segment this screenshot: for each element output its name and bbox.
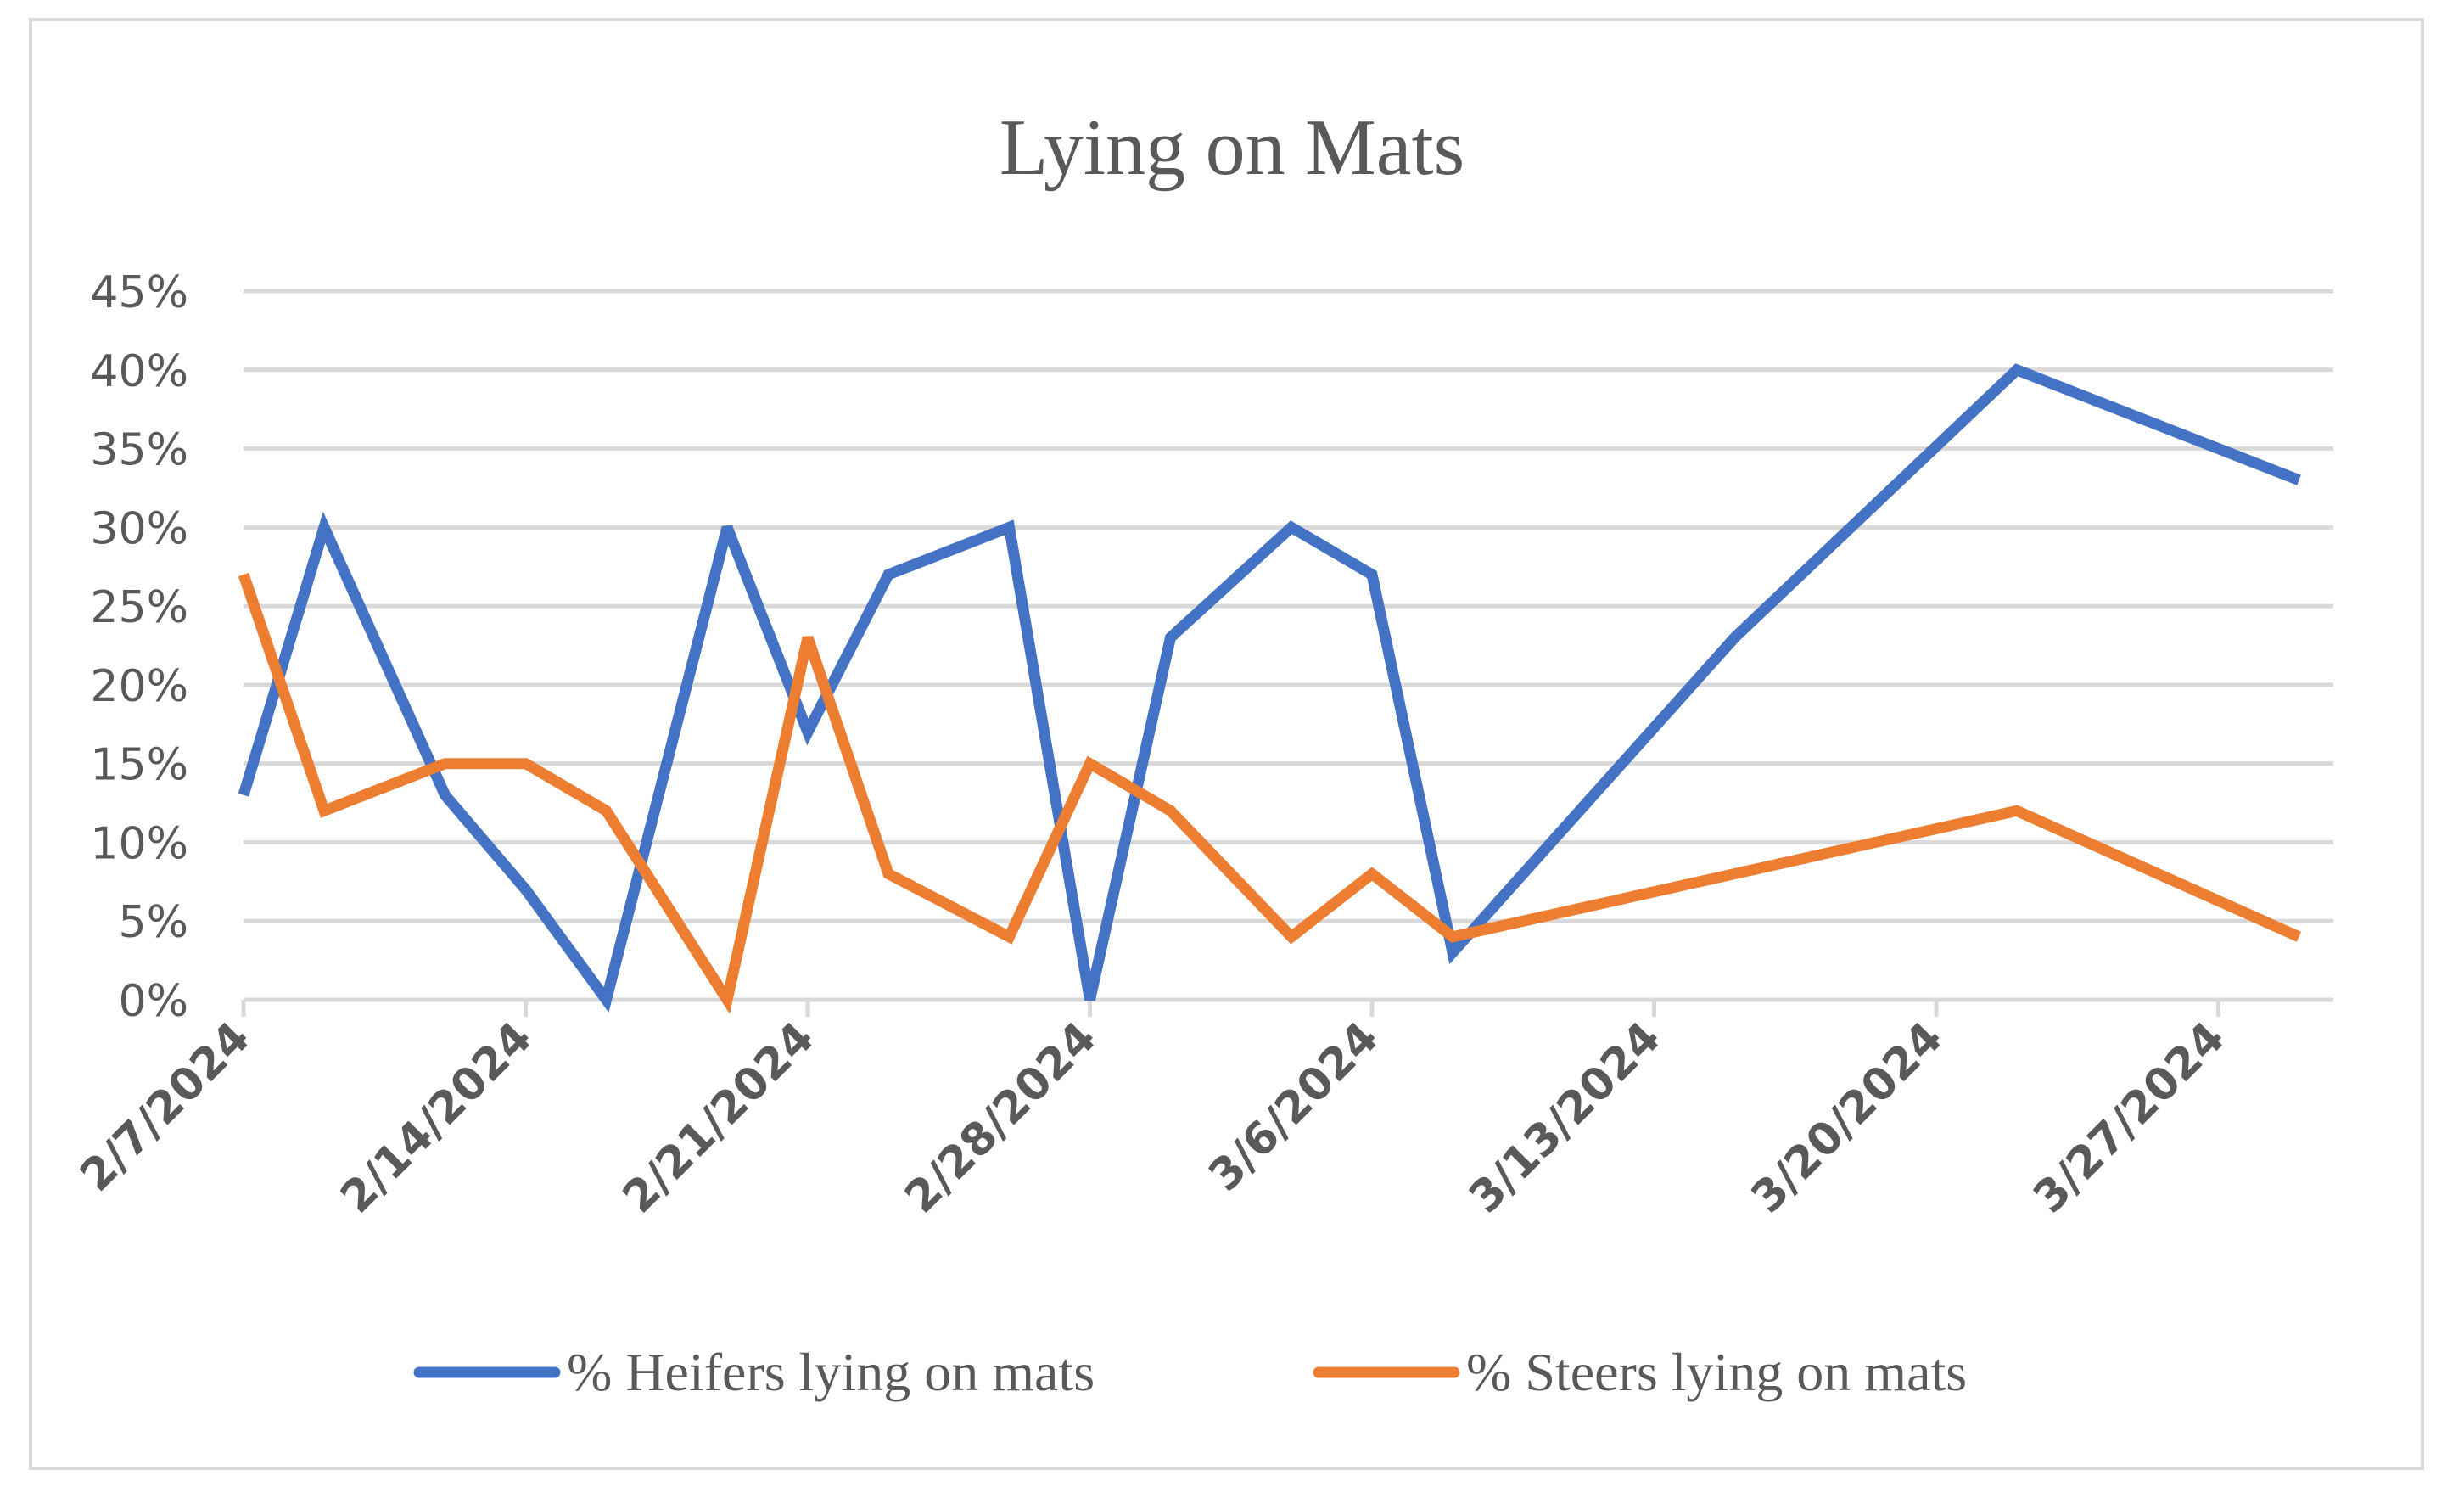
x-tick-label: 3/27/2024	[2024, 1013, 2234, 1223]
x-tick-label: 3/13/2024	[1459, 1013, 1670, 1223]
y-tick-label: 15%	[90, 740, 188, 791]
chart-title: Lying on Mats	[1000, 104, 1464, 192]
gridlines	[244, 289, 2333, 923]
chart-frame	[29, 18, 2424, 1470]
y-tick-label: 45%	[90, 267, 188, 318]
y-tick-label: 30%	[90, 503, 188, 554]
series-lines	[238, 363, 2302, 1014]
x-tick-label: 2/7/2024	[70, 1013, 260, 1202]
y-tick-label: 10%	[90, 818, 188, 869]
legend-label-steers: % Steers lying on mats	[1466, 1342, 1967, 1402]
y-tick-label: 0%	[119, 976, 189, 1027]
y-tick-label: 5%	[119, 897, 189, 948]
y-axis-tick-labels: 0% 5% 10% 15% 20% 25% 30% 35% 40% 45%	[90, 267, 188, 1027]
x-axis: 2/7/2024 2/14/2024 2/21/2024 2/28/2024 3/6/2…	[70, 997, 2333, 1223]
y-tick-label: 40%	[90, 346, 188, 397]
legend: % Heifers lying on mats % Steers lying o…	[413, 1342, 1967, 1402]
y-tick-label: 35%	[90, 425, 188, 476]
x-tick-label: 3/20/2024	[1742, 1013, 1952, 1223]
x-tick-label: 2/14/2024	[331, 1013, 541, 1223]
y-tick-label: 20%	[90, 661, 188, 712]
y-tick-label: 25%	[90, 582, 188, 633]
x-tick-label: 2/28/2024	[895, 1013, 1106, 1223]
series-line-0	[238, 363, 2301, 1013]
legend-label-heifers: % Heifers lying on mats	[567, 1342, 1095, 1402]
x-tick-label: 2/21/2024	[613, 1013, 824, 1223]
x-tick-label: 3/6/2024	[1199, 1013, 1388, 1202]
series-line-1	[238, 572, 2302, 1014]
